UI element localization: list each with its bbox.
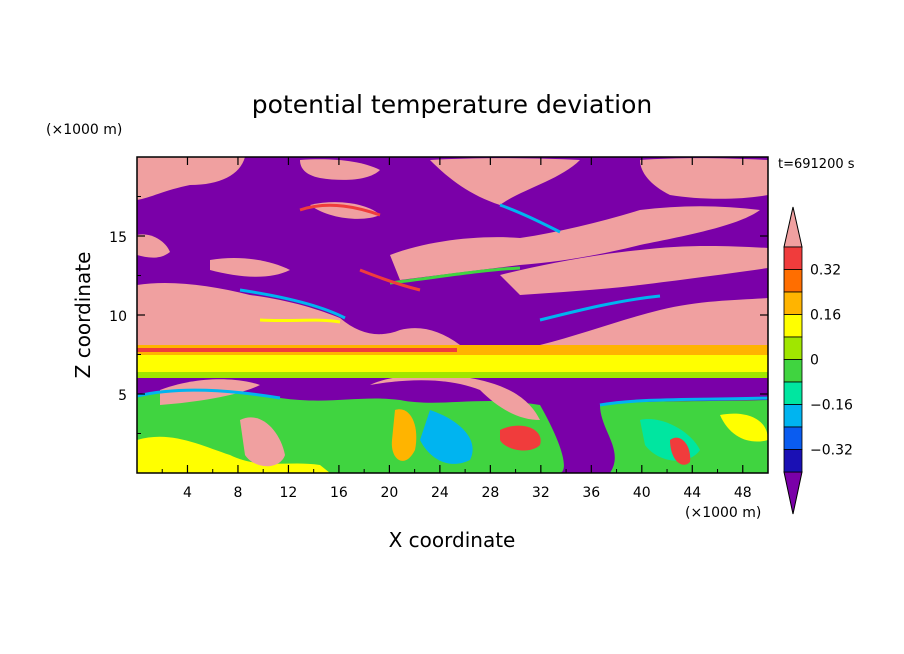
band-yellow <box>137 355 768 372</box>
lower-layer-yellow <box>137 436 330 473</box>
x-tick-label: 4 <box>183 485 192 501</box>
y-axis-label: Z coordinate <box>71 252 95 379</box>
colorbar-swatch <box>783 426 803 450</box>
top-pink-mid <box>300 159 380 180</box>
top-pink-right <box>430 158 580 205</box>
y-tick-label: 5 <box>118 388 127 404</box>
boundary-fringes <box>137 203 768 407</box>
fringe-cyan-1 <box>239 288 346 320</box>
fringe-cyan-2 <box>499 203 561 234</box>
fringe-red-2 <box>359 268 421 292</box>
right-lower-red <box>670 437 691 465</box>
x-tick-label: 40 <box>633 485 651 501</box>
colorbar-tick-label: 0.16 <box>810 308 841 324</box>
lower-red-patch <box>500 425 541 451</box>
upper-pink-layer <box>137 283 460 345</box>
colorbar-swatch <box>783 336 803 360</box>
colorbar-swatch <box>783 381 803 405</box>
mid-pink-left <box>160 379 260 405</box>
y-tick-label: 15 <box>109 230 127 246</box>
mid-pink-center <box>370 374 540 420</box>
mid-pink-streak-3 <box>500 245 768 295</box>
x-tick-label: 16 <box>330 485 348 501</box>
y-axis-ticks: 5 10 15 <box>109 196 768 434</box>
fringe-cyan-3 <box>539 294 661 322</box>
x-axis-label: X coordinate <box>389 528 516 552</box>
top-pink-left <box>137 157 245 200</box>
colorbar-swatch <box>783 449 803 473</box>
lower-cyan-patch <box>420 410 473 464</box>
lower-orange-patch <box>391 409 417 461</box>
colorbar-swatch <box>783 246 803 270</box>
band-red <box>137 348 457 352</box>
colorbar-swatch <box>783 269 803 293</box>
colorbar-swatch <box>783 314 803 338</box>
fringe-red-1 <box>299 203 381 217</box>
colorbar-tick-label: 0.32 <box>810 263 841 279</box>
x-unit-label: (×1000 m) <box>685 505 761 521</box>
fringe-yellow-1 <box>259 318 341 324</box>
x-tick-label: 8 <box>233 485 242 501</box>
colorbar-extend-bottom <box>783 471 803 515</box>
fringe-cyan-4 <box>599 396 768 407</box>
mid-pink-streak-2 <box>390 206 760 280</box>
time-label: t=691200 s <box>778 157 855 172</box>
upper-pink-right <box>540 298 768 345</box>
colorbar-tick-label: 0 <box>810 353 819 369</box>
band-green <box>137 372 768 378</box>
colorbar: 0.32 0.16 0 −0.16 −0.32 <box>783 206 853 515</box>
colorbar-tick-label: −0.32 <box>810 443 853 459</box>
mid-pink-streak-4 <box>210 258 290 277</box>
x-tick-label: 20 <box>380 485 398 501</box>
x-tick-label: 44 <box>683 485 701 501</box>
x-tick-label: 24 <box>431 485 449 501</box>
x-tick-label: 36 <box>582 485 600 501</box>
colorbar-swatch <box>783 404 803 428</box>
contour-field <box>137 157 768 473</box>
mid-pink-streak-5 <box>137 234 170 258</box>
lower-pink-patch <box>240 417 285 467</box>
x-tick-label: 28 <box>481 485 499 501</box>
x-tick-label: 48 <box>734 485 752 501</box>
colorbar-tick-label: −0.16 <box>810 398 853 414</box>
x-tick-label: 32 <box>532 485 550 501</box>
x-axis-ticks: 4 8 12 16 20 24 28 32 36 40 44 48 <box>161 157 752 501</box>
x-tick-label: 12 <box>280 485 298 501</box>
right-lower-yellow <box>720 413 768 442</box>
fringe-green-1 <box>389 266 521 285</box>
top-pink-far-right <box>640 158 768 199</box>
chart-title: potential temperature deviation <box>252 90 652 119</box>
colorbar-swatch <box>783 291 803 315</box>
fringe-cyan-5 <box>137 388 281 400</box>
y-unit-label: (×1000 m) <box>46 122 122 138</box>
y-tick-label: 10 <box>109 309 127 325</box>
colorbar-swatch <box>783 359 803 383</box>
colorbar-extend-top <box>783 206 803 248</box>
